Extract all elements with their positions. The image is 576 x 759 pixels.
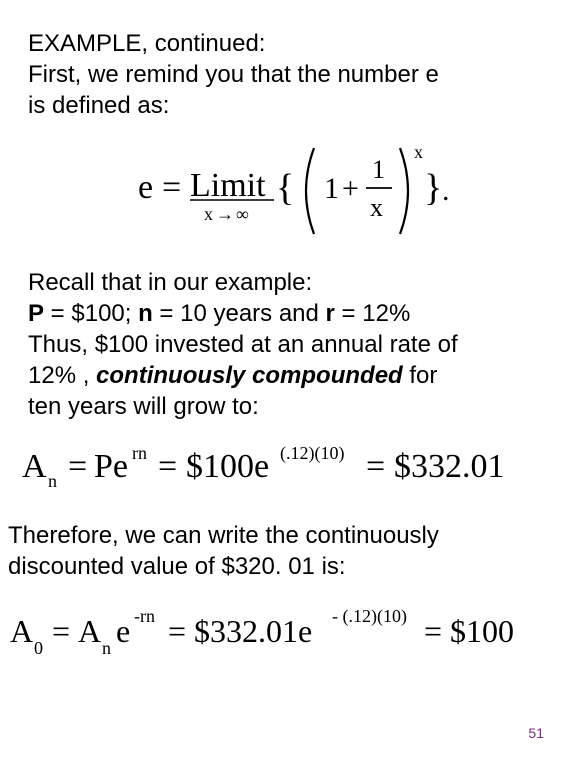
eq2-mid: $100e: [186, 448, 269, 485]
slide-page: EXAMPLE, continued: First, we remind you…: [0, 0, 576, 759]
eq3-eq2: =: [168, 613, 186, 649]
txt: 12% ,: [28, 362, 96, 389]
eq1-lbrace: {: [276, 167, 294, 209]
eq1-lhs: e: [138, 169, 153, 206]
eq3-e1-sup: -rn: [134, 606, 155, 626]
eq2-svg: A n = Pe rn = $100e (.12)(10) = $332.01: [18, 437, 558, 493]
eq1-equals: =: [162, 169, 181, 206]
eq2-A-sub: n: [48, 471, 57, 491]
txt: for: [403, 362, 438, 389]
eq3-e1: e: [116, 613, 130, 649]
eq3-eq1: =: [52, 613, 70, 649]
eq2-eq1: =: [68, 448, 87, 485]
eq3-A0-sub: 0: [34, 638, 43, 658]
eq1-frac-num: 1: [372, 155, 385, 184]
eq1-one: 1: [324, 172, 339, 205]
eq3-svg: A 0 = A n e -rn = $332.01e - (.12)(10) =…: [8, 600, 568, 660]
eq1-sub-inf: ∞: [236, 204, 249, 224]
eq1-sub-arrow: →: [216, 204, 234, 224]
eq2-rhs: $332.01: [394, 448, 505, 485]
eq2-Pe: Pe: [94, 448, 128, 485]
txt: = 10 years and: [153, 300, 326, 327]
eq3-An-sub: n: [102, 638, 111, 658]
txt: = $100;: [44, 300, 138, 327]
line: Therefore, we can write the continuously: [8, 522, 439, 549]
equation-growth: A n = Pe rn = $100e (.12)(10) = $332.01: [18, 437, 576, 498]
eq1-limit: Limit: [190, 167, 266, 204]
txt: = 12%: [335, 300, 410, 327]
var-r: r: [326, 300, 335, 327]
equation-e-limit: e = Limit x → ∞ { 1 + 1 x: [0, 136, 576, 251]
eq1-rbrace: }: [424, 167, 442, 209]
line: EXAMPLE, continued:: [28, 30, 265, 57]
eq1-plus: +: [342, 172, 359, 205]
eq1-lparen: [306, 148, 314, 234]
line: is defined as:: [28, 92, 169, 119]
eq3-mid: $332.01e: [194, 613, 312, 649]
eq1-sub-x: x: [204, 204, 213, 224]
var-P: P: [28, 300, 44, 327]
var-n: n: [138, 300, 153, 327]
eq3-An: A: [78, 613, 101, 649]
eq3-eq3: =: [424, 613, 442, 649]
eq1-svg: e = Limit x → ∞ { 1 + 1 x: [118, 136, 458, 246]
conclusion-paragraph: Therefore, we can write the continuously…: [8, 520, 556, 582]
equation-discount: A 0 = A n e -rn = $332.01e - (.12)(10) =…: [8, 600, 576, 665]
line: ten years will grow to:: [28, 393, 259, 420]
eq2-rn: rn: [132, 443, 147, 463]
eq2-eq3: =: [366, 448, 385, 485]
eq3-rhs: $100: [450, 613, 514, 649]
eq2-A: A: [22, 448, 47, 485]
line: discounted value of $320. 01 is:: [8, 553, 346, 580]
eq3-A0: A: [10, 613, 33, 649]
eq2-mid-sup: (.12)(10): [280, 443, 344, 464]
eq1-frac-den: x: [370, 193, 383, 222]
line: First, we remind you that the number e: [28, 61, 439, 88]
eq1-exp: x: [414, 142, 423, 162]
emph: continuously compounded: [96, 362, 403, 389]
eq2-eq2: =: [158, 448, 177, 485]
eq1-rparen: [400, 148, 408, 234]
intro-paragraph: EXAMPLE, continued: First, we remind you…: [28, 28, 546, 122]
example-paragraph: Recall that in our example: P = $100; n …: [28, 267, 556, 423]
line: Thus, $100 invested at an annual rate of: [28, 331, 458, 358]
line: Recall that in our example:: [28, 269, 312, 296]
eq3-mid-sup: - (.12)(10): [332, 606, 407, 627]
eq1-period: .: [442, 174, 450, 207]
page-number: 51: [528, 725, 544, 741]
